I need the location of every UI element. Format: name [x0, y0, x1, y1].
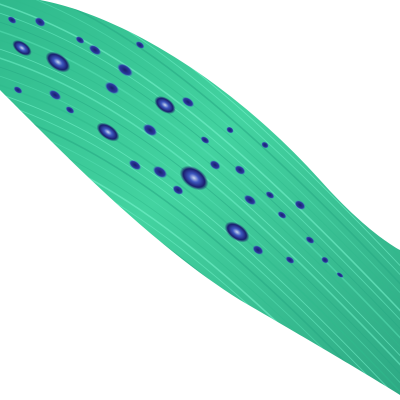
small-lesion	[261, 141, 269, 149]
large-lesion	[45, 51, 71, 73]
small-lesion	[226, 126, 234, 134]
leaf-vein	[0, 63, 400, 385]
small-lesion	[13, 86, 23, 94]
disease-lesions	[7, 16, 344, 278]
small-lesion	[200, 136, 210, 144]
leaf-vein	[0, 90, 400, 395]
large-lesion	[154, 96, 176, 114]
small-lesion	[181, 96, 195, 108]
large-lesion	[96, 122, 120, 142]
small-lesion	[243, 194, 257, 206]
small-lesion	[321, 256, 329, 264]
leaf-vein	[0, 36, 400, 358]
small-lesion	[252, 245, 264, 255]
small-lesion	[209, 160, 221, 170]
leaf-vein	[0, 9, 400, 331]
small-lesion	[285, 256, 295, 264]
small-lesion	[65, 106, 75, 114]
small-lesion	[172, 185, 184, 195]
large-lesion	[179, 165, 209, 191]
small-lesion	[117, 63, 133, 77]
small-lesion	[48, 89, 62, 101]
leaf-vein	[0, 81, 400, 395]
leaf-vein	[0, 0, 400, 286]
small-lesion	[305, 236, 315, 244]
leaf-vein	[0, 18, 400, 340]
small-lesion	[294, 200, 306, 210]
leaf-vein	[0, 108, 400, 395]
large-lesion	[12, 40, 32, 56]
small-lesion	[34, 17, 46, 27]
small-lesion	[88, 44, 102, 56]
small-lesion	[336, 272, 344, 278]
leaf-vein	[0, 0, 400, 313]
small-lesion	[104, 81, 120, 95]
small-lesion	[234, 165, 246, 175]
small-lesion	[265, 191, 275, 199]
small-lesion	[75, 36, 85, 44]
leaf-vein	[0, 0, 400, 295]
small-lesion	[142, 123, 158, 137]
large-lesion	[224, 221, 250, 243]
leaf-vein	[0, 0, 400, 304]
leaf-vein	[0, 99, 400, 395]
small-lesion	[135, 41, 145, 49]
small-lesion	[277, 211, 287, 219]
leaf-vein	[0, 45, 400, 367]
small-lesion	[152, 165, 168, 179]
small-lesion	[128, 159, 142, 171]
small-lesion	[7, 16, 17, 24]
leaf-vein	[0, 54, 400, 376]
